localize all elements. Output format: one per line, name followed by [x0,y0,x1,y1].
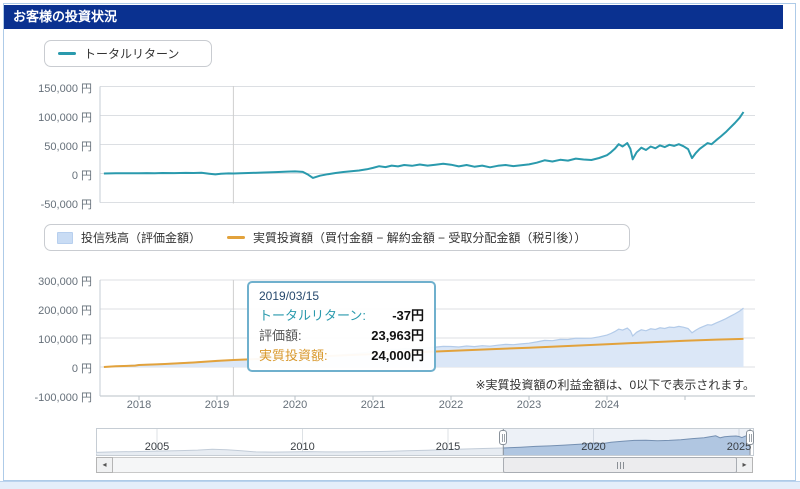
y-axis-label: 150,000 円 [38,82,92,95]
navigator-line-unselected [96,447,504,453]
y-axis-label: -50,000 円 [40,198,92,211]
tooltip-return-label: トータルリターン: [259,308,366,323]
x-axis-label: 2021 [360,399,386,411]
legend-balance-invest[interactable]: 投信残高（評価金額） 実質投資額（買付金額 − 解約金額 − 受取分配金額（税引… [44,224,630,251]
navigator-area-unselected [96,448,504,455]
x-axis-label: 2018 [126,399,152,411]
tooltip-eval-row: 評価額: 23,963円 [259,326,424,346]
total-return-line-swatch [58,52,76,55]
scrollbar-right-arrow-icon: ▸ [742,460,747,469]
tooltip-invest-label: 実質投資額: [259,348,328,363]
x-axis-label: 2023 [516,399,542,411]
navigator-line-selected [503,432,751,449]
tooltip-return-row: トータルリターン: -37円 [259,306,424,326]
navigator-handle-right[interactable] [746,430,754,445]
tooltip-eval-value: 23,963円 [371,328,424,343]
y-axis-label: 100,000 円 [38,334,92,346]
legend-total-return[interactable]: トータルリターン [44,40,212,67]
navigator-year-label: 2020 [581,441,606,453]
x-axis-label: 2020 [282,399,308,411]
navigator-handle-left[interactable] [499,430,507,445]
invest-line-swatch [227,236,246,239]
balance-area-swatch [57,231,73,244]
tooltip-date: 2019/03/15 [259,289,320,303]
y-axis-label: 0 円 [71,169,92,182]
tooltip-eval-label: 評価額: [259,328,302,343]
invest-legend-label: 実質投資額（買付金額 − 解約金額 − 受取分配金額（税引後）） [253,231,587,245]
y-axis-label: 300,000 円 [38,276,92,288]
balance-legend-label: 投信残高（評価金額） [81,231,202,245]
y-axis-label: 0 円 [71,363,92,375]
scrollbar-right-button[interactable]: ▸ [736,457,753,473]
total-return-plot-area[interactable] [100,85,755,205]
navigator-year-label: 2015 [435,441,461,453]
navigator-year-label: 2025 [726,441,752,453]
tooltip-invest-row: 実質投資額: 24,000円 [259,346,424,366]
total-return-line [103,111,745,179]
x-axis-label: 2022 [438,399,464,411]
navigator-year-label: 2005 [144,441,170,453]
page-bottom-strip [0,481,800,489]
tooltip: 2019/03/15 トータルリターン: -37円 評価額: 23,963円 実… [247,281,436,372]
invest-note: ※実質投資額の利益金額は、0以下で表示されます。 [475,378,755,392]
total-return-legend-label: トータルリターン [84,47,180,61]
y-axis-label: -100,000 円 [34,392,92,404]
y-axis-label: 200,000 円 [38,305,92,317]
scrollbar-left-button[interactable]: ◂ [96,457,113,473]
tooltip-return-value: -37円 [392,308,424,323]
x-axis-label: 2019 [204,399,230,411]
navigator-year-label: 2010 [290,441,315,453]
x-axis-label: 2024 [594,399,620,411]
scrollbar-thumb[interactable] [503,457,737,473]
page-header-bar: お客様の投資状況 [4,5,783,29]
tooltip-invest-value: 24,000円 [371,348,424,363]
y-axis-label: 50,000 円 [44,140,92,153]
balance-area [103,308,744,367]
y-axis-label: 100,000 円 [38,111,92,124]
page-title: お客様の投資状況 [13,9,118,24]
navigator-area-selected [503,433,751,455]
scrollbar-left-arrow-icon: ◂ [102,460,107,469]
